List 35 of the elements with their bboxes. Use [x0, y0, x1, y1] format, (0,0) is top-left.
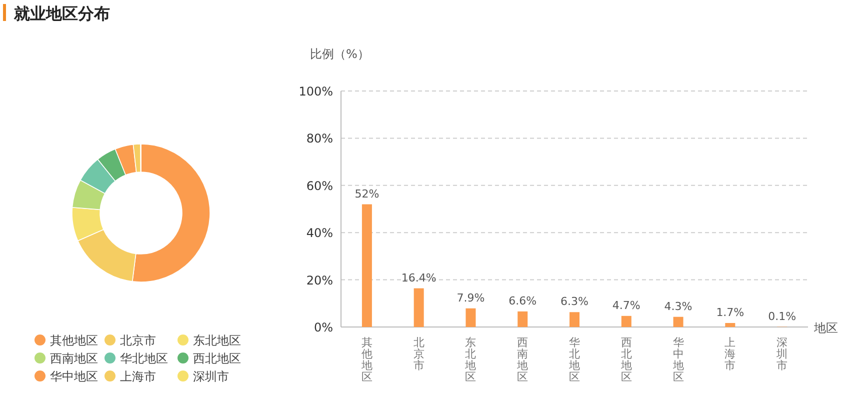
- x-tick-label: 其他地区: [360, 336, 372, 384]
- y-axis-title: 比例（%）: [310, 47, 370, 61]
- x-tick-label: 华中地区: [672, 336, 684, 384]
- data-label: 6.6%: [508, 294, 537, 308]
- bar: [362, 204, 372, 327]
- y-tick-label: 60%: [306, 178, 333, 193]
- y-tick-label: 100%: [298, 84, 333, 98]
- x-tick-label: 深圳市: [776, 336, 788, 372]
- x-tick-label: 西南地区: [516, 336, 528, 384]
- chart-title: 就业地区分布: [13, 4, 110, 23]
- data-label: 1.7%: [716, 306, 744, 319]
- bar: [621, 316, 632, 327]
- data-label: 0.1%: [768, 310, 796, 323]
- x-tick-label: 西北地区: [620, 336, 632, 384]
- x-tick-label: 北京市: [413, 336, 424, 372]
- data-label: 52%: [354, 187, 380, 200]
- y-tick-label: 0%: [314, 320, 333, 334]
- bar: [725, 322, 736, 327]
- bar: [673, 316, 684, 327]
- x-axis-title: 地区: [813, 321, 838, 335]
- bar: [414, 288, 424, 327]
- y-tick-label: 20%: [306, 273, 333, 288]
- data-label: 4.7%: [612, 298, 640, 312]
- bar: [466, 308, 476, 327]
- data-label: 16.4%: [401, 271, 436, 284]
- x-tick-label: 东北地区: [464, 336, 476, 384]
- data-label: 7.9%: [456, 291, 485, 304]
- x-tick-label: 华北地区: [568, 336, 580, 384]
- x-tick-label: 上海市: [724, 336, 736, 372]
- bar: [570, 312, 580, 327]
- bar: [518, 311, 528, 327]
- y-tick-label: 40%: [306, 226, 333, 240]
- data-label: 4.3%: [664, 300, 692, 313]
- y-tick-label: 80%: [306, 132, 333, 146]
- data-label: 6.3%: [560, 295, 588, 308]
